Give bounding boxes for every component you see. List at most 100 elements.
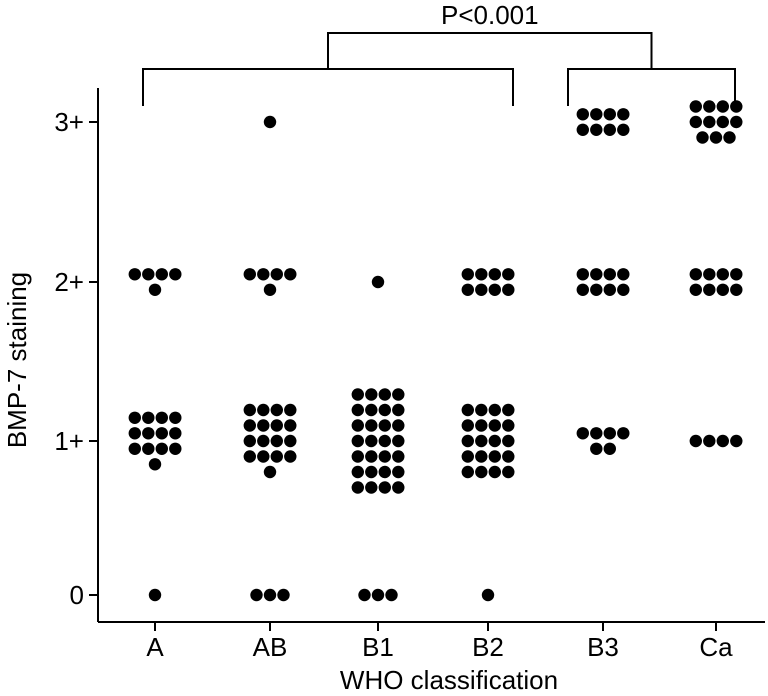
data-point: [703, 268, 716, 281]
data-point: [365, 403, 378, 417]
data-point: [371, 588, 385, 602]
data-point: [488, 450, 501, 463]
data-point: [169, 442, 182, 455]
data-point: [351, 388, 364, 401]
data-point: [689, 268, 702, 281]
data-point: [270, 434, 283, 448]
data-point: [488, 419, 501, 432]
data-point: [270, 450, 283, 463]
data-point: [461, 450, 474, 463]
data-point: [617, 108, 630, 121]
data-point: [392, 450, 405, 463]
data-point: [351, 465, 364, 479]
data-point: [475, 283, 488, 296]
data-point: [475, 434, 488, 448]
data-point: [716, 115, 729, 129]
x-tick-label: B1: [362, 632, 394, 662]
data-point: [250, 588, 263, 602]
data-point: [488, 465, 501, 479]
data-point: [576, 427, 589, 440]
data-point: [730, 434, 743, 448]
x-ticks: A AB B1 B2 B3 Ca: [146, 622, 733, 662]
data-point: [351, 419, 364, 432]
x-axis-label: WHO classification: [340, 665, 558, 695]
data-point: [590, 427, 603, 440]
data-point: [590, 123, 603, 136]
data-point: [392, 388, 405, 401]
data-point: [502, 450, 515, 463]
comparison-bracket: [327, 32, 653, 69]
data-point: [502, 403, 515, 417]
data-point: [263, 465, 277, 479]
data-point: [502, 434, 515, 448]
data-point: [365, 419, 378, 432]
data-point: [703, 100, 716, 113]
data-point: [723, 131, 736, 144]
data-point: [703, 434, 716, 448]
y-ticks: 0 1+ 2+ 3+: [54, 107, 98, 610]
data-point: [475, 465, 488, 479]
data-point: [378, 434, 391, 448]
data-point: [716, 100, 729, 113]
data-point: [371, 275, 385, 289]
data-point: [378, 481, 391, 494]
data-point: [284, 268, 297, 281]
x-tick-label: B3: [587, 632, 619, 662]
data-point: [365, 465, 378, 479]
data-point: [716, 283, 729, 296]
data-point: [351, 403, 364, 417]
data-point: [392, 419, 405, 432]
data-point: [461, 268, 474, 281]
data-point: [392, 434, 405, 448]
data-point: [603, 442, 616, 455]
data-point: [488, 403, 501, 417]
data-point: [155, 411, 168, 424]
data-point: [378, 465, 391, 479]
data-point: [148, 283, 162, 296]
y-axis-label: BMP-7 staining: [2, 272, 32, 448]
data-point: [603, 123, 616, 136]
data-point: [169, 411, 182, 424]
data-point: [603, 283, 616, 296]
x-tick-label: Ca: [699, 632, 733, 662]
data-point: [243, 450, 256, 463]
data-point: [243, 268, 256, 281]
data-point: [703, 283, 716, 296]
data-point: [502, 268, 515, 281]
y-tick-label: 3+: [54, 107, 84, 137]
data-point: [488, 283, 501, 296]
data-point: [378, 403, 391, 417]
data-point: [263, 588, 277, 602]
data-point: [365, 481, 378, 494]
data-point: [378, 388, 391, 401]
data-point: [590, 283, 603, 296]
data-point: [277, 588, 290, 602]
data-point: [475, 403, 488, 417]
data-point: [263, 283, 277, 296]
y-tick-label: 2+: [54, 267, 84, 297]
data-point: [703, 115, 716, 129]
data-point: [142, 268, 155, 281]
data-point: [590, 442, 603, 455]
group-1-bracket: [142, 68, 514, 106]
data-point: [502, 419, 515, 432]
data-point: [475, 268, 488, 281]
data-point: [169, 427, 182, 440]
data-point: [270, 268, 283, 281]
y-tick-label: 1+: [54, 426, 84, 456]
data-point: [696, 131, 709, 144]
data-point: [351, 450, 364, 463]
data-point: [351, 481, 364, 494]
data-point: [488, 268, 501, 281]
y-tick-label: 0: [70, 580, 84, 610]
data-point: [709, 131, 723, 144]
data-points: [128, 100, 743, 602]
data-point: [689, 115, 702, 129]
data-point: [590, 108, 603, 121]
data-point: [716, 268, 729, 281]
data-point: [730, 100, 743, 113]
data-point: [590, 268, 603, 281]
data-point: [351, 434, 364, 448]
data-point: [461, 465, 474, 479]
data-point: [257, 450, 270, 463]
